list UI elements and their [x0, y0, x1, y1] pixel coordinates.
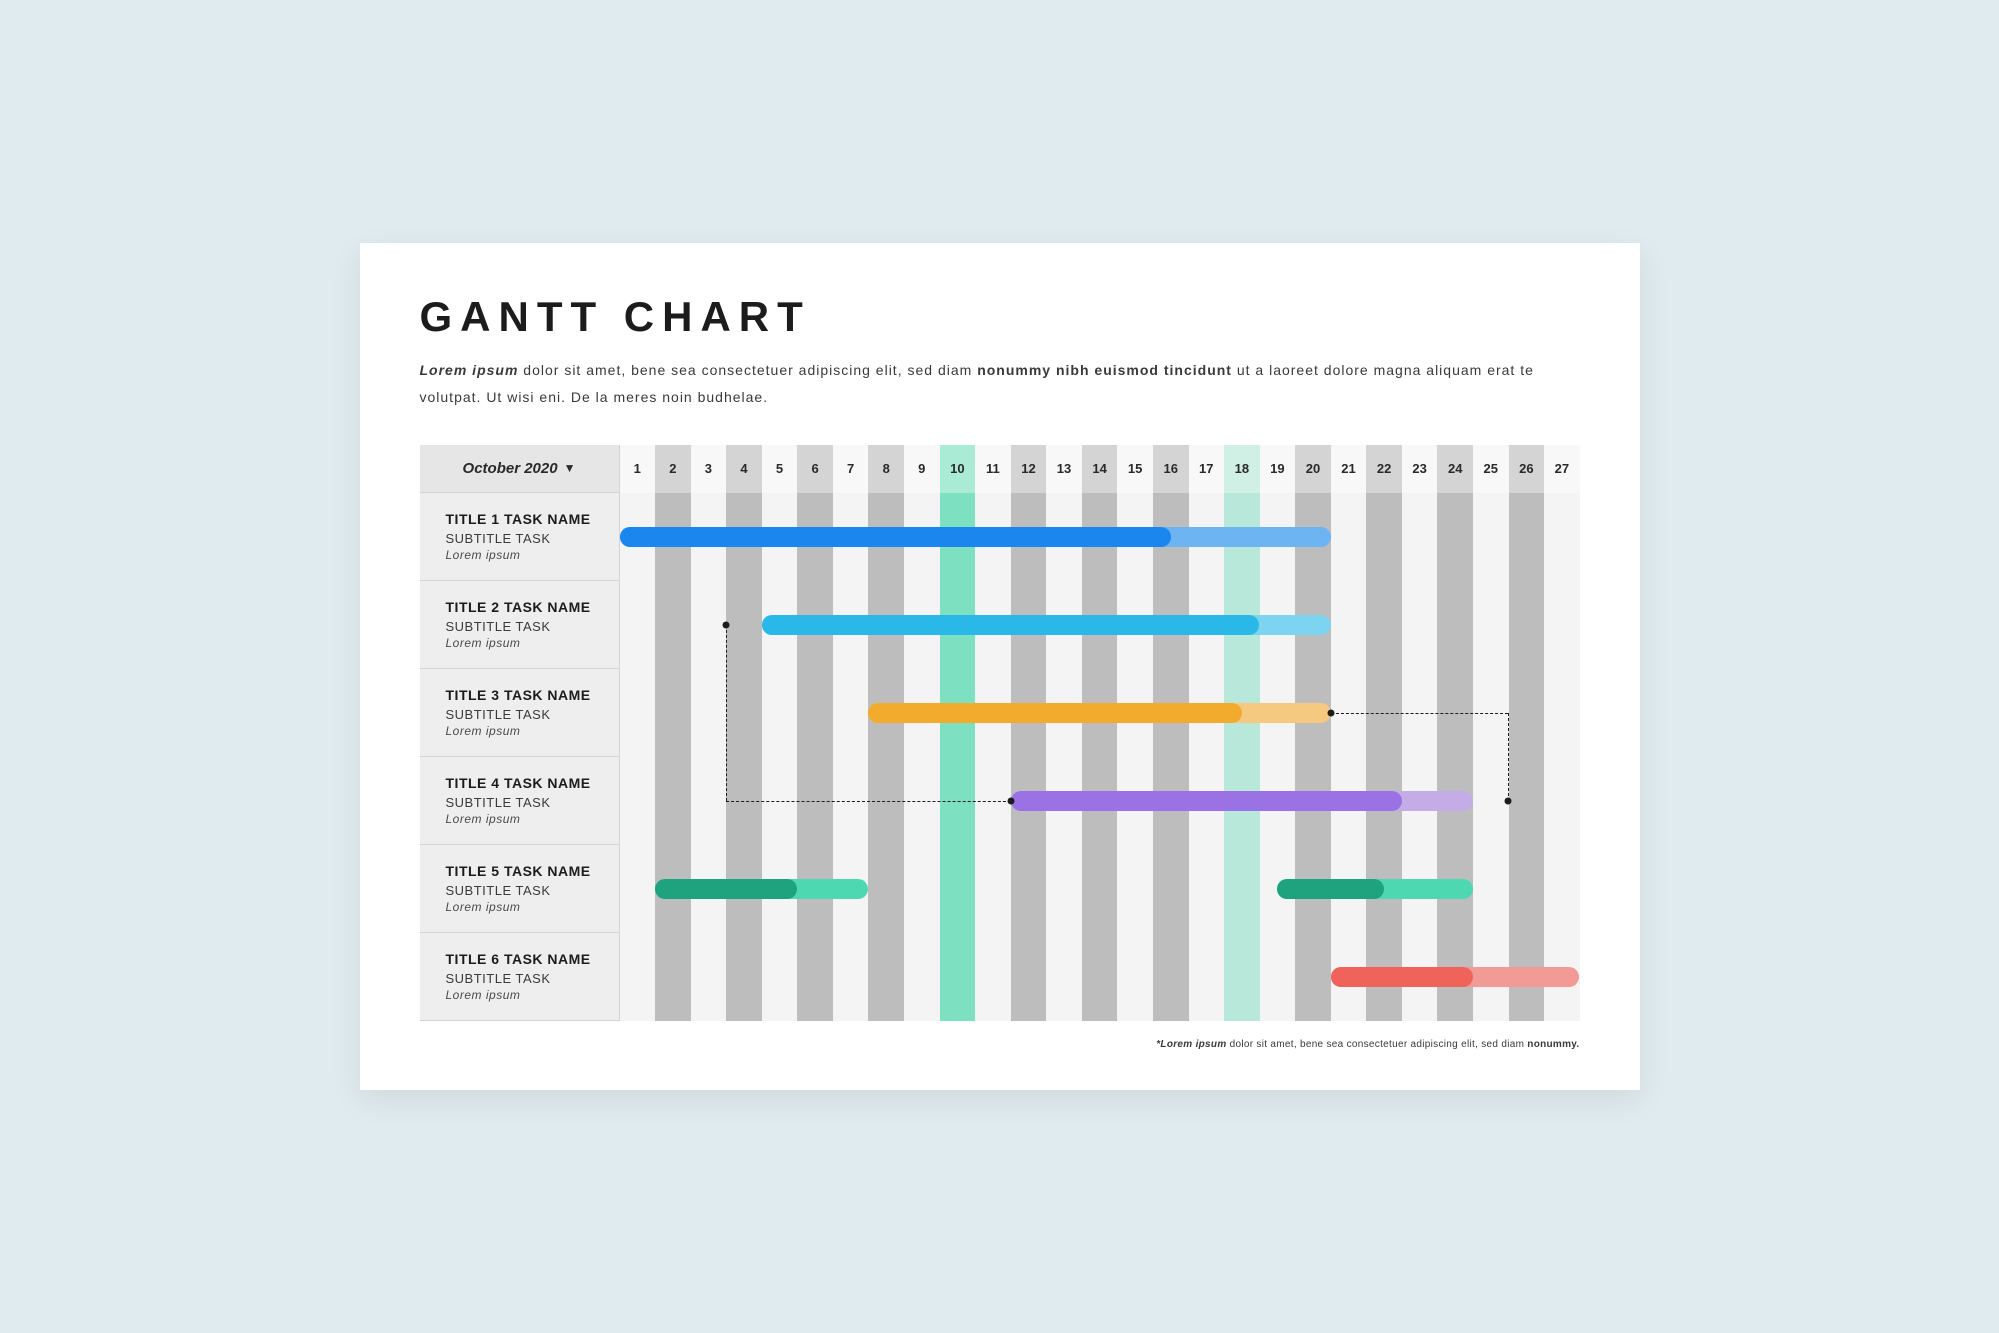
task-title: TITLE 3 TASK NAME — [446, 687, 619, 703]
dependency-dot — [1327, 709, 1334, 716]
day-header: 13 — [1046, 445, 1082, 493]
page-description: Lorem ipsum dolor sit amet, bene sea con… — [420, 357, 1580, 410]
bar-row — [620, 493, 1580, 581]
task-note: Lorem ipsum — [446, 548, 619, 562]
bar-row — [620, 845, 1580, 933]
day-header: 17 — [1189, 445, 1225, 493]
day-header: 23 — [1402, 445, 1438, 493]
task-subtitle: SUBTITLE TASK — [446, 619, 619, 634]
task-title: TITLE 6 TASK NAME — [446, 951, 619, 967]
dependency-line — [726, 801, 1010, 802]
day-header: 18 — [1224, 445, 1260, 493]
task-note: Lorem ipsum — [446, 724, 619, 738]
day-header: 20 — [1295, 445, 1331, 493]
task-title: TITLE 1 TASK NAME — [446, 511, 619, 527]
task-title: TITLE 2 TASK NAME — [446, 599, 619, 615]
bar-row — [620, 933, 1580, 1021]
month-picker-label: October 2020 — [463, 460, 558, 477]
day-header: 2 — [655, 445, 691, 493]
day-header: 21 — [1331, 445, 1367, 493]
day-header: 3 — [691, 445, 727, 493]
page-title: GANTT CHART — [420, 293, 1580, 341]
task-row: TITLE 2 TASK NAME SUBTITLE TASK Lorem ipsu… — [420, 581, 620, 669]
day-header: 6 — [797, 445, 833, 493]
day-header: 19 — [1260, 445, 1296, 493]
day-header: 4 — [726, 445, 762, 493]
task-subtitle: SUBTITLE TASK — [446, 883, 619, 898]
day-header: 7 — [833, 445, 869, 493]
gantt-bar-progress — [868, 703, 1241, 723]
task-list-column: October 2020 ▼ TITLE 1 TASK NAME SUBTITLE… — [420, 445, 620, 1021]
gantt-bar-progress — [1011, 791, 1402, 811]
task-note: Lorem ipsum — [446, 988, 619, 1002]
day-header: 26 — [1509, 445, 1545, 493]
gantt-chart: October 2020 ▼ TITLE 1 TASK NAME SUBTITLE… — [420, 445, 1580, 1021]
gantt-bar-progress — [655, 879, 797, 899]
dependency-dot — [1505, 797, 1512, 804]
day-header: 12 — [1011, 445, 1047, 493]
day-header: 5 — [762, 445, 798, 493]
day-header: 24 — [1437, 445, 1473, 493]
dependency-dot — [1007, 797, 1014, 804]
bar-row — [620, 581, 1580, 669]
task-row: TITLE 4 TASK NAME SUBTITLE TASK Lorem ipsu… — [420, 757, 620, 845]
day-header: 9 — [904, 445, 940, 493]
dependency-line — [1508, 713, 1509, 801]
task-subtitle: SUBTITLE TASK — [446, 971, 619, 986]
task-row: TITLE 3 TASK NAME SUBTITLE TASK Lorem ipsu… — [420, 669, 620, 757]
dependency-line — [726, 625, 727, 801]
task-title: TITLE 4 TASK NAME — [446, 775, 619, 791]
task-row: TITLE 1 TASK NAME SUBTITLE TASK Lorem ipsu… — [420, 493, 620, 581]
dependency-line — [1331, 713, 1509, 714]
task-row: TITLE 6 TASK NAME SUBTITLE TASK Lorem ipsu… — [420, 933, 620, 1021]
day-header: 11 — [975, 445, 1011, 493]
day-header: 10 — [940, 445, 976, 493]
task-row: TITLE 5 TASK NAME SUBTITLE TASK Lorem ipsu… — [420, 845, 620, 933]
timeline-grid: 1234567891011121314151617181920212223242… — [620, 445, 1580, 1021]
day-header: 15 — [1117, 445, 1153, 493]
task-title: TITLE 5 TASK NAME — [446, 863, 619, 879]
footnote: *Lorem ipsum dolor sit amet, bene sea co… — [420, 1039, 1580, 1050]
task-note: Lorem ipsum — [446, 636, 619, 650]
day-header: 25 — [1473, 445, 1509, 493]
task-note: Lorem ipsum — [446, 812, 619, 826]
day-header: 27 — [1544, 445, 1579, 493]
gantt-bar-progress — [762, 615, 1260, 635]
slide-card: GANTT CHART Lorem ipsum dolor sit amet, … — [360, 243, 1640, 1089]
day-header: 22 — [1366, 445, 1402, 493]
month-picker[interactable]: October 2020 ▼ — [420, 445, 620, 493]
day-header: 16 — [1153, 445, 1189, 493]
chevron-down-icon: ▼ — [564, 461, 576, 475]
task-note: Lorem ipsum — [446, 900, 619, 914]
gantt-bar-progress — [1277, 879, 1384, 899]
gantt-bar-progress — [620, 527, 1171, 547]
day-header: 8 — [868, 445, 904, 493]
day-header: 14 — [1082, 445, 1118, 493]
task-subtitle: SUBTITLE TASK — [446, 531, 619, 546]
task-subtitle: SUBTITLE TASK — [446, 795, 619, 810]
task-subtitle: SUBTITLE TASK — [446, 707, 619, 722]
gantt-bar-progress — [1331, 967, 1473, 987]
dependency-dot — [723, 621, 730, 628]
day-header: 1 — [620, 445, 656, 493]
